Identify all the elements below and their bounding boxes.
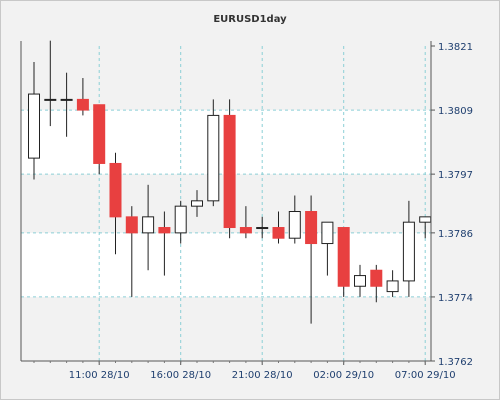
candle-body-down [93,104,106,164]
axes [20,41,432,362]
x-tick-label: 11:00 28/10 [69,370,130,381]
chart-title: EURUSD1day [213,14,287,25]
candle-body-up [321,221,334,245]
candle [402,200,415,297]
candle [60,72,73,137]
candle [93,104,106,175]
candle-body-up [142,216,155,234]
candle-body-up [402,221,415,282]
candle-body-up [174,205,187,234]
candle [223,99,236,239]
candle-body-down [76,98,89,111]
candle [256,216,269,239]
candle [370,264,383,303]
candle-body-down [305,211,318,245]
candle-body-down [223,114,236,229]
x-axis-ticks: 11:00 28/10 16:00 28/10 21:00 28/10 02:00 2… [33,361,456,381]
candle-body-down [158,227,171,234]
candle [305,195,318,324]
candle [174,200,187,244]
candle-body-up [44,98,57,101]
y-tick-label: 1.3809 [438,106,473,117]
candle [142,184,155,271]
candle-body-up [207,114,220,202]
y-tick-label: 1.3762 [438,357,473,368]
candle [354,264,366,297]
candle-body-up [386,280,399,293]
x-tick-label: 07:00 29/10 [395,370,456,381]
candle [109,152,122,255]
candle [28,62,40,180]
candle-body-up [288,211,301,239]
y-tick-label: 1.3797 [438,170,473,181]
plot-band [21,296,431,361]
candle-body-up [191,200,203,207]
candles [28,40,432,324]
candle-body-up [354,275,366,287]
candle [191,190,203,217]
plot-band [21,46,431,111]
candle [44,40,57,127]
candle-body-down [370,269,383,287]
candle [321,221,334,276]
x-tick-label: 16:00 28/10 [150,370,211,381]
candle-body-down [272,227,285,239]
y-axis-ticks: 1.3762 1.3774 1.3786 1.3797 1.3809 1.3821 [431,42,473,368]
candle-body-up [256,227,269,230]
candle-body-up [60,98,73,101]
candle [288,195,301,244]
y-tick-label: 1.3774 [438,293,473,304]
candle-body-up [419,216,432,223]
y-tick-label: 1.3821 [438,42,473,53]
candle [386,270,399,297]
plot-band [21,232,431,297]
candle-body-down [125,216,138,234]
y-tick-label: 1.3786 [438,229,473,240]
candle [207,99,220,207]
x-tick-label: 21:00 28/10 [232,370,293,381]
candle [125,206,138,297]
candle [158,211,171,276]
candle [337,227,350,297]
candle [76,78,89,116]
candle-body-up [28,93,40,159]
candle [239,206,252,239]
candle-body-down [337,227,350,287]
candle [272,211,285,244]
x-tick-label: 02:00 29/10 [313,370,374,381]
candle-body-down [239,227,252,234]
candle-body-down [109,162,122,218]
